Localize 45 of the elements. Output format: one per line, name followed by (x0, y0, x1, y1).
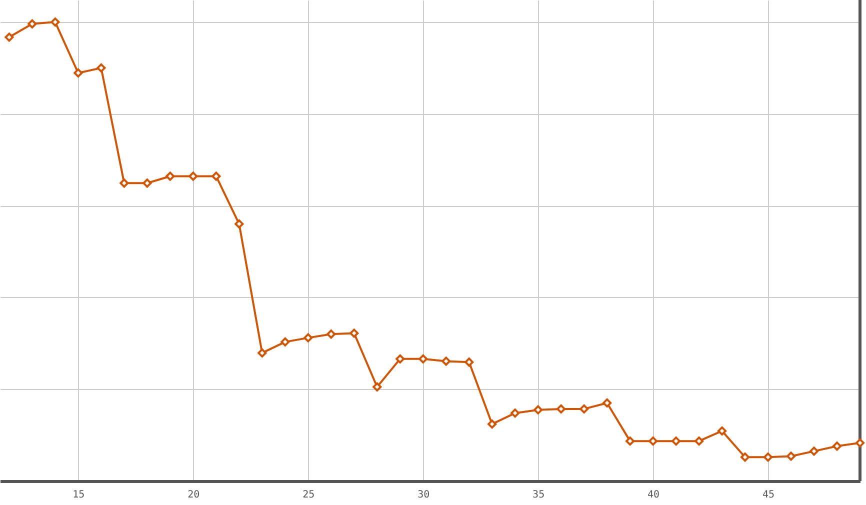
x-tick-label: 40 (648, 490, 660, 500)
point (855, 438, 865, 448)
point (602, 398, 612, 408)
point (280, 337, 290, 346)
point (258, 348, 267, 358)
point (832, 442, 842, 451)
point (694, 436, 704, 446)
x-tick-label: 25 (302, 490, 315, 500)
point (580, 404, 589, 414)
point (396, 354, 405, 364)
x-tick-label: 20 (188, 490, 200, 500)
x-tick-label: 30 (418, 490, 430, 500)
point (372, 382, 382, 392)
point (809, 446, 819, 456)
point (96, 63, 106, 72)
point (648, 436, 658, 446)
point (556, 404, 566, 414)
point (717, 426, 727, 436)
point (418, 354, 428, 364)
point (50, 17, 60, 27)
point (350, 328, 359, 338)
point (120, 178, 129, 188)
point (304, 333, 313, 342)
point (234, 219, 244, 229)
point (626, 436, 635, 446)
point (142, 178, 152, 188)
point (763, 452, 773, 462)
x-tick-label: 35 (532, 490, 545, 500)
point (740, 452, 750, 462)
point (74, 68, 83, 78)
point (464, 358, 474, 367)
point (188, 172, 198, 181)
point (786, 452, 796, 461)
point (28, 19, 37, 28)
point (4, 32, 14, 42)
point (166, 172, 175, 181)
x-tick-label: 15 (72, 490, 85, 500)
point (442, 356, 451, 366)
point (488, 420, 497, 429)
point (510, 408, 520, 418)
point (534, 405, 543, 414)
point (326, 330, 336, 339)
x-tick-label: 45 (762, 490, 775, 500)
point (672, 436, 681, 446)
point (212, 172, 221, 181)
